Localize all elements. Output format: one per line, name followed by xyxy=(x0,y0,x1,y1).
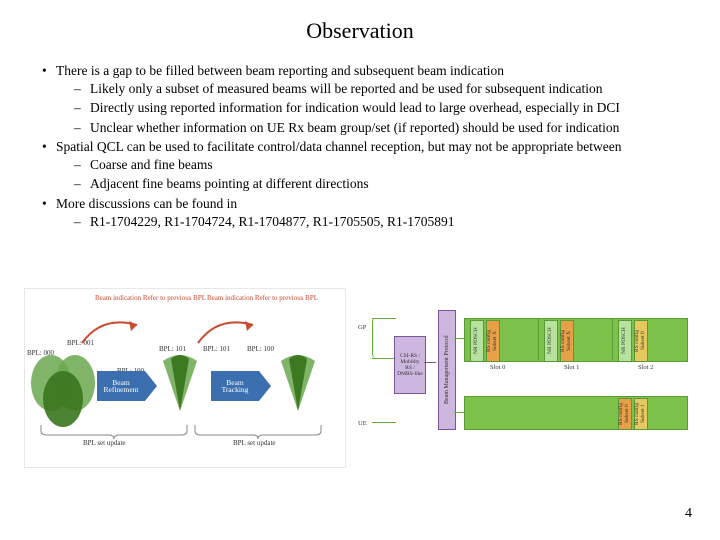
connector-line xyxy=(372,358,396,359)
blue-arrow-box: Beam Refinement xyxy=(97,371,145,401)
gp-label: GP xyxy=(358,324,366,331)
bpl-label: BPL: 100 xyxy=(247,345,274,353)
bullet-text: There is a gap to be filled between beam… xyxy=(56,63,504,78)
ue-label: UE xyxy=(358,420,367,427)
green-band-bottom xyxy=(464,396,688,430)
bpl-label: BPL: 000 xyxy=(27,349,54,357)
sub-item: Unclear whether information on UE Rx bea… xyxy=(74,119,696,137)
connector-line xyxy=(454,338,464,339)
rs-box: RS config Subset 0 xyxy=(618,398,632,430)
sub-item: R1-1704229, R1-1704724, R1-1704877, R1-1… xyxy=(74,213,696,231)
beam-lobe xyxy=(43,371,83,427)
bracket-icon xyxy=(39,423,189,439)
purple-box: CSI-RS / Mobility RS / DMRS-like xyxy=(394,336,426,394)
bpl-label: BPL: 101 xyxy=(159,345,186,353)
sub-item: Adjacent fine beams pointing at differen… xyxy=(74,175,696,193)
figures-row: Beam indication Refer to previous BPL Be… xyxy=(24,288,696,468)
rs-box: RS config Subset X xyxy=(486,320,500,362)
sub-item: Coarse and fine beams xyxy=(74,156,696,174)
pdsch-box: NR PDSCH xyxy=(544,320,558,362)
left-figure: Beam indication Refer to previous BPL Be… xyxy=(24,288,346,468)
page-number: 4 xyxy=(685,506,692,522)
sub-list: R1-1704229, R1-1704724, R1-1704877, R1-1… xyxy=(56,213,696,231)
sub-item: Likely only a subset of measured beams w… xyxy=(74,80,696,98)
bpl-label: BPL set update xyxy=(83,439,126,447)
red-arrow-icon xyxy=(193,313,263,349)
bpl-label: BPL set update xyxy=(233,439,276,447)
bullet-item: There is a gap to be filled between beam… xyxy=(42,62,696,137)
beam-cone-icon xyxy=(275,353,321,413)
slot-label: Slot 1 xyxy=(564,364,579,371)
bullet-text: Spatial QCL can be used to facilitate co… xyxy=(56,139,622,154)
slide: Observation There is a gap to be filled … xyxy=(0,0,720,540)
bracket-line xyxy=(372,318,383,358)
page-title: Observation xyxy=(24,18,696,44)
pdsch-box: NR PDSCH xyxy=(618,320,632,362)
sub-list: Coarse and fine beams Adjacent fine beam… xyxy=(56,156,696,193)
slot-label: Slot 0 xyxy=(490,364,505,371)
right-figure: GP UE CSI-RS / Mobility RS / DMRS-like B… xyxy=(358,288,696,468)
bpl-label: BPL: 101 xyxy=(203,345,230,353)
bpl-label: BPL: 001 xyxy=(67,339,94,347)
rs-box: RS config Subset 1 xyxy=(634,398,648,430)
bullet-item: Spatial QCL can be used to facilitate co… xyxy=(42,138,696,194)
bullet-list: There is a gap to be filled between beam… xyxy=(24,62,696,231)
sub-list: Likely only a subset of measured beams w… xyxy=(56,80,696,137)
red-label: Beam indication Refer to previous BPL xyxy=(95,295,206,302)
connector-line xyxy=(372,318,396,319)
sub-item: Directly using reported information for … xyxy=(74,99,696,117)
slot-label: Slot 2 xyxy=(638,364,653,371)
beam-cone-icon xyxy=(157,353,203,413)
rs-box: RS config Subset 0 xyxy=(634,320,648,362)
rs-box: RS config Subset X xyxy=(560,320,574,362)
pdsch-box: NR PDSCH xyxy=(470,320,484,362)
bullet-text: More discussions can be found in xyxy=(56,196,237,211)
connector-line xyxy=(424,362,436,363)
slot-divider xyxy=(612,318,613,360)
slot-divider xyxy=(538,318,539,360)
red-label: Beam indication Refer to previous BPL xyxy=(207,295,318,302)
bullet-item: More discussions can be found in R1-1704… xyxy=(42,195,696,231)
bracket-icon xyxy=(193,423,323,439)
connector-line xyxy=(454,412,464,413)
blue-arrow-box: Beam Tracking xyxy=(211,371,259,401)
connector-line xyxy=(372,422,396,423)
